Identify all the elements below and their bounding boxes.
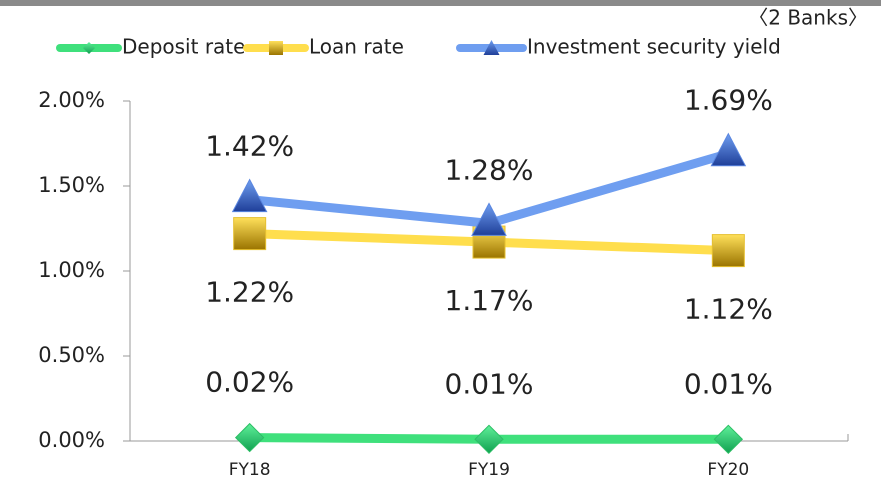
legend-label: Loan rate [309, 35, 404, 59]
y-tick-label: 1.00% [38, 258, 105, 282]
y-tick-label: 2.00% [38, 88, 105, 112]
marker [710, 132, 747, 167]
top-bar [0, 0, 881, 6]
legend-marker [83, 42, 95, 54]
data-label: 0.01% [684, 367, 773, 400]
subtitle: 〈2 Banks〉 [748, 6, 868, 30]
data-label: 0.02% [205, 366, 294, 399]
marker [233, 217, 267, 251]
y-tick-label: 1.50% [38, 173, 105, 197]
data-label: 1.12% [684, 293, 773, 326]
data-label: 1.42% [205, 130, 294, 163]
legend-marker [483, 40, 500, 55]
data-label: 1.17% [445, 284, 534, 317]
legend-marker [269, 41, 283, 55]
y-tick-label: 0.00% [38, 428, 105, 452]
data-label: 1.69% [684, 84, 773, 117]
marker [711, 234, 745, 268]
marker [231, 178, 268, 213]
data-label: 1.22% [205, 276, 294, 309]
x-tick-label: FY19 [468, 460, 510, 480]
marker [471, 202, 507, 236]
marker [234, 422, 265, 453]
marker [474, 424, 504, 455]
x-tick-label: FY20 [707, 460, 749, 480]
x-tick-label: FY18 [229, 460, 271, 480]
data-label: 1.28% [445, 153, 534, 186]
legend-label: Investment security yield [527, 35, 781, 59]
data-label: 0.01% [445, 367, 534, 400]
y-tick-label: 0.50% [38, 343, 105, 367]
marker [713, 424, 744, 455]
legend-label: Deposit rate [122, 35, 245, 59]
